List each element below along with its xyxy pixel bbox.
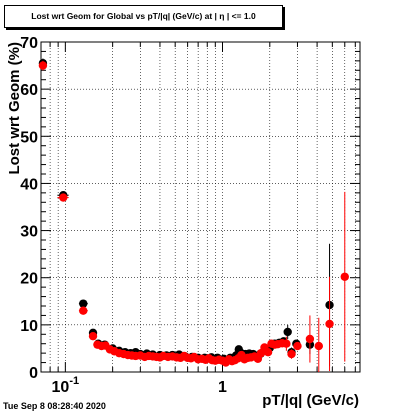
chart-title-box: Lost wrt Geom for Global vs pT/|q| (GeV/… bbox=[4, 5, 283, 28]
red-data-point bbox=[293, 341, 302, 351]
y-axis-title: Lost wrt Geom (%) bbox=[6, 42, 23, 175]
red-data-point bbox=[78, 306, 88, 315]
marker bbox=[79, 306, 88, 315]
black-data-point bbox=[283, 324, 292, 339]
y-tick-label: 30 bbox=[20, 224, 38, 241]
red-data-point bbox=[287, 349, 296, 359]
x-axis-title: pT/|q| (GeV/c) bbox=[262, 392, 359, 409]
red-data-point bbox=[325, 276, 334, 372]
marker bbox=[325, 319, 334, 329]
x-tick-label-exponent: -1 bbox=[69, 375, 79, 387]
x-tick-label: 10 bbox=[51, 379, 69, 396]
marker bbox=[38, 61, 48, 70]
marker bbox=[59, 193, 68, 202]
red-data-point bbox=[282, 336, 291, 351]
red-data-point bbox=[340, 191, 349, 362]
x-tick-label: 1 bbox=[218, 379, 227, 396]
marker bbox=[88, 331, 98, 341]
red-data-point bbox=[88, 331, 98, 341]
y-tick-label: 40 bbox=[20, 176, 38, 193]
marker bbox=[314, 341, 323, 351]
chart-title: Lost wrt Geom for Global vs pT/|q| (GeV/… bbox=[31, 11, 256, 21]
axis-ticks bbox=[40, 41, 360, 373]
marker bbox=[340, 272, 349, 281]
y-tick-label: 0 bbox=[29, 365, 38, 382]
data-points bbox=[38, 58, 349, 372]
y-tick-label: 70 bbox=[20, 35, 38, 52]
plot-frame bbox=[40, 41, 361, 373]
red-data-point bbox=[314, 317, 323, 372]
red-data-point bbox=[38, 60, 48, 71]
red-data-point bbox=[305, 315, 315, 363]
red-data-point bbox=[263, 348, 273, 357]
y-tick-label: 60 bbox=[20, 82, 38, 99]
timestamp: Tue Sep 8 08:28:40 2020 bbox=[3, 401, 106, 411]
y-tick-label: 20 bbox=[20, 271, 38, 288]
grid bbox=[40, 42, 360, 372]
marker bbox=[293, 341, 302, 351]
marker bbox=[283, 327, 292, 337]
y-tick-label: 50 bbox=[20, 129, 38, 146]
marker bbox=[263, 348, 273, 357]
marker bbox=[79, 299, 88, 308]
black-data-point bbox=[78, 299, 88, 308]
y-tick-label: 10 bbox=[20, 318, 38, 335]
marker bbox=[282, 339, 291, 348]
marker bbox=[305, 334, 315, 344]
marker bbox=[287, 349, 296, 359]
red-data-point bbox=[57, 193, 69, 202]
